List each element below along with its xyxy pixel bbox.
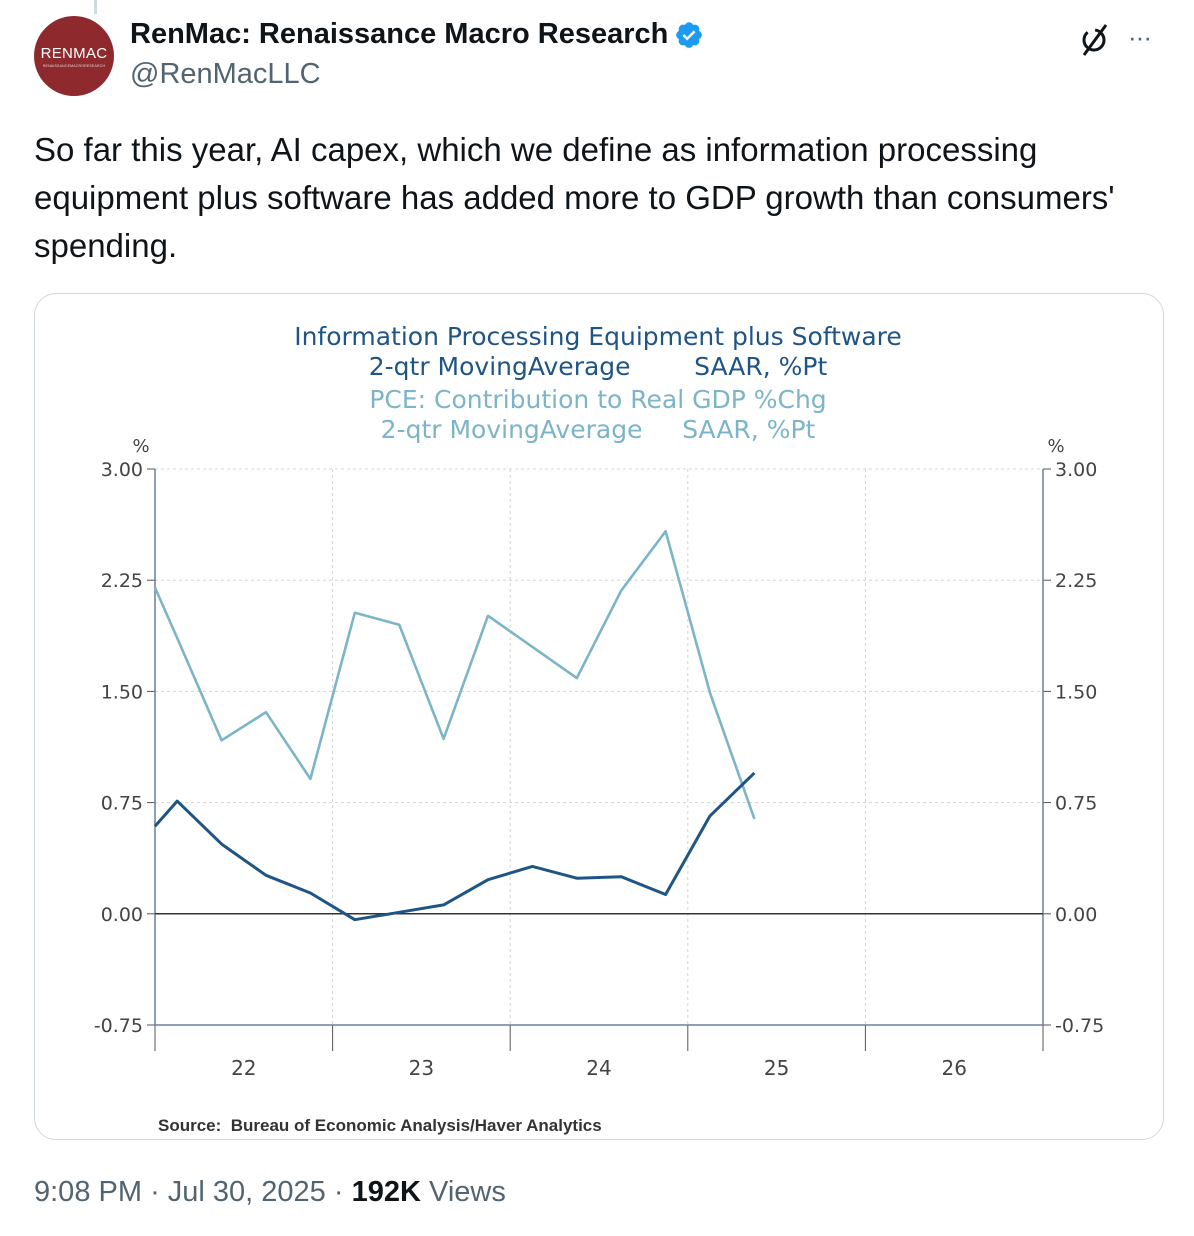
author-name: RenMac: Renaissance Macro Research bbox=[130, 18, 669, 50]
y-tick-label-left: 3.00 bbox=[101, 459, 143, 481]
x-tick-label: 26 bbox=[941, 1056, 966, 1080]
y-tick-label-left: -0.75 bbox=[94, 1015, 143, 1037]
chart-title-line-1: Information Processing Equipment plus So… bbox=[294, 322, 902, 351]
avatar-logo-text: RENMAC bbox=[40, 44, 108, 62]
y-tick-label-left: 2.25 bbox=[101, 570, 143, 592]
tweet-time[interactable]: 9:08 PM bbox=[34, 1176, 142, 1208]
y-tick-label-right: 0.75 bbox=[1055, 793, 1097, 815]
verified-badge-icon bbox=[676, 21, 703, 48]
separator: · bbox=[333, 1176, 344, 1208]
x-tick-label: 22 bbox=[231, 1056, 256, 1080]
chart-image[interactable]: Information Processing Equipment plus So… bbox=[34, 293, 1164, 1140]
grok-icon[interactable] bbox=[1076, 22, 1112, 58]
series-line-pce bbox=[153, 529, 756, 820]
chart-source: Source: Bureau of Economic Analysis/Have… bbox=[158, 1116, 602, 1135]
x-tick-label: 24 bbox=[586, 1056, 611, 1080]
y-tick-label-left: 0.75 bbox=[101, 793, 143, 815]
y-tick-label-right: -0.75 bbox=[1055, 1015, 1104, 1037]
avatar[interactable]: RENMAC RENAISSANCEMACRORESEARCH bbox=[34, 16, 114, 96]
separator: · bbox=[150, 1176, 160, 1208]
more-options-button[interactable]: ··· bbox=[1128, 22, 1152, 52]
thread-line bbox=[94, 0, 97, 14]
author-name-link[interactable]: RenMac: Renaissance Macro Research bbox=[130, 18, 704, 51]
chart-title-line-2: 2-qtr MovingAverage SAAR, %Pt bbox=[369, 352, 828, 381]
y-tick-label-left: 0.00 bbox=[101, 904, 143, 926]
tweet-date[interactable]: Jul 30, 2025 bbox=[167, 1176, 326, 1208]
y-tick-label-left: 1.50 bbox=[101, 681, 143, 703]
y-tick-label-right: 3.00 bbox=[1055, 459, 1097, 481]
chart-title-line-4: 2-qtr MovingAverage SAAR, %Pt bbox=[381, 415, 816, 444]
y-axis-left-unit: % bbox=[132, 436, 149, 457]
views-label: Views bbox=[429, 1176, 506, 1208]
tweet-text: So far this year, AI capex, which we def… bbox=[34, 131, 1115, 264]
avatar-logo-subtext: RENAISSANCEMACRORESEARCH bbox=[42, 63, 106, 68]
x-tick-label: 25 bbox=[764, 1056, 789, 1080]
y-axis-right-unit: % bbox=[1047, 436, 1064, 457]
chart: Information Processing Equipment plus So… bbox=[94, 322, 1104, 1135]
tweet-meta: 9:08 PM · Jul 30, 2025 · 192K Views bbox=[34, 1176, 506, 1209]
y-tick-label-right: 2.25 bbox=[1055, 570, 1097, 592]
y-tick-label-right: 1.50 bbox=[1055, 681, 1097, 703]
series-line-ai-capex bbox=[153, 771, 756, 922]
views-count: 192K bbox=[351, 1176, 421, 1208]
x-tick-label: 23 bbox=[409, 1056, 434, 1080]
chart-title-line-3: PCE: Contribution to Real GDP %Chg bbox=[369, 385, 826, 414]
y-tick-label-right: 0.00 bbox=[1055, 904, 1097, 926]
author-handle[interactable]: @RenMacLLC bbox=[130, 58, 321, 90]
